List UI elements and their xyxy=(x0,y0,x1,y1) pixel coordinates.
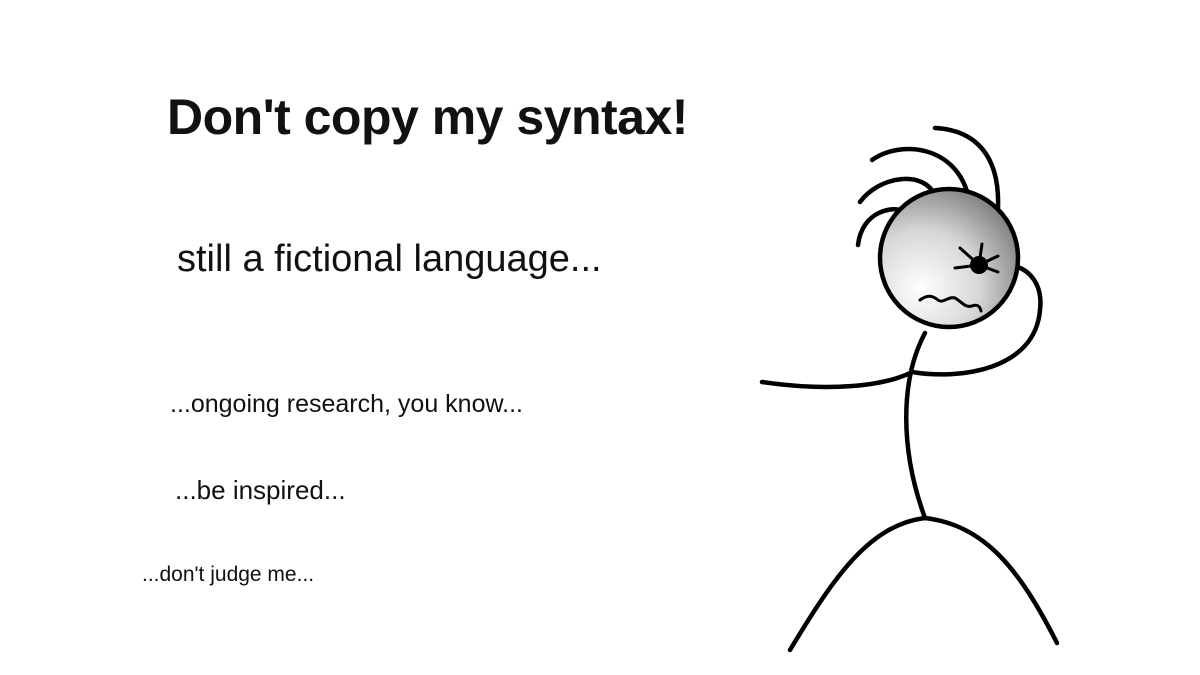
right-leg xyxy=(922,515,1060,646)
text-line-ongoing-research: ...ongoing research, you know... xyxy=(170,390,523,418)
text-line-dont-judge: ...don't judge me... xyxy=(142,563,315,586)
left-arm xyxy=(759,369,915,390)
hair-strand xyxy=(857,176,938,205)
left-leg xyxy=(787,515,928,653)
right-arm xyxy=(909,262,1043,377)
slide-title: Don't copy my syntax! xyxy=(167,89,688,145)
slide-subtitle: still a fictional language... xyxy=(177,238,602,280)
mouth-squiggle xyxy=(918,294,983,313)
hair-strand xyxy=(932,125,1001,211)
body-line xyxy=(904,330,928,521)
head xyxy=(877,186,1021,330)
hair-strand xyxy=(869,146,971,198)
text-line-be-inspired: ...be inspired... xyxy=(175,475,346,505)
